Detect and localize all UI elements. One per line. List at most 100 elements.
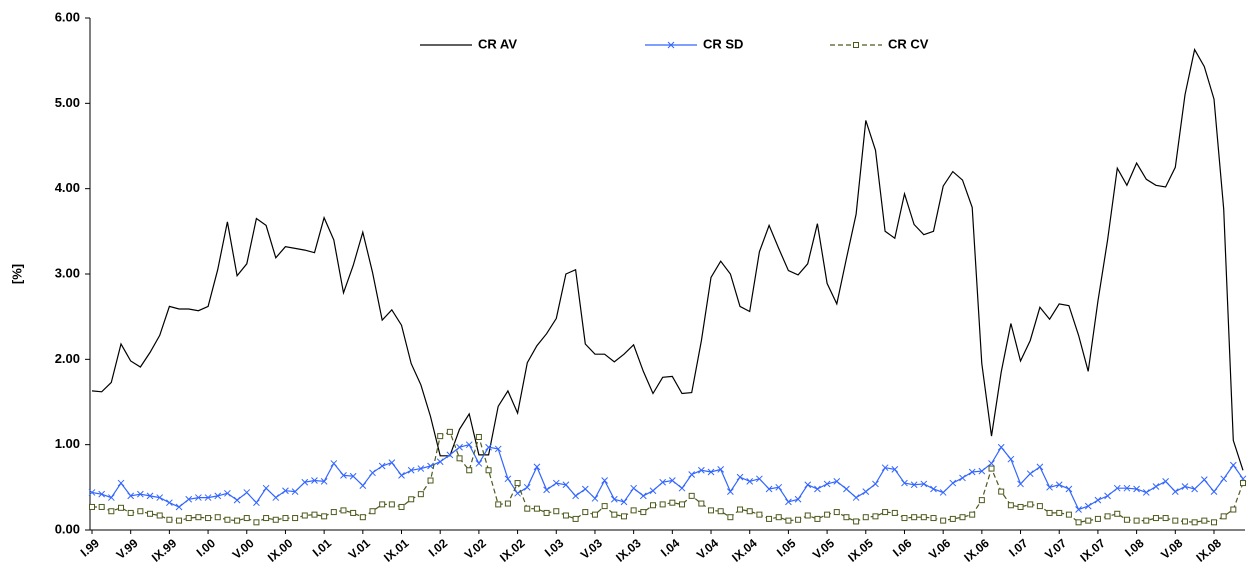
marker bbox=[89, 503, 95, 510]
marker bbox=[398, 472, 405, 479]
marker bbox=[108, 508, 115, 515]
marker bbox=[795, 516, 802, 523]
marker bbox=[920, 514, 927, 521]
marker bbox=[1133, 485, 1140, 493]
marker bbox=[350, 509, 357, 516]
marker bbox=[610, 495, 618, 503]
marker bbox=[891, 509, 898, 516]
marker bbox=[669, 499, 676, 506]
legend-marker bbox=[853, 42, 859, 48]
marker bbox=[146, 492, 154, 500]
marker bbox=[504, 500, 511, 507]
marker bbox=[243, 515, 250, 522]
marker bbox=[591, 495, 599, 502]
x-tick-label: I.04 bbox=[658, 536, 683, 560]
marker bbox=[785, 498, 792, 506]
marker bbox=[988, 465, 995, 472]
y-tick-label: 6.00 bbox=[55, 9, 80, 24]
marker bbox=[891, 466, 899, 473]
marker bbox=[852, 494, 860, 501]
marker bbox=[1027, 501, 1034, 508]
marker bbox=[814, 485, 821, 493]
marker bbox=[862, 488, 870, 495]
x-tick-label: V.00 bbox=[230, 536, 257, 562]
marker bbox=[272, 516, 279, 523]
marker bbox=[901, 479, 908, 487]
marker bbox=[959, 514, 966, 521]
marker bbox=[98, 490, 106, 498]
marker bbox=[756, 511, 763, 518]
marker bbox=[485, 467, 492, 474]
marker bbox=[407, 466, 415, 474]
marker bbox=[911, 514, 918, 521]
marker bbox=[969, 511, 976, 518]
x-tick-label: I.01 bbox=[310, 536, 335, 560]
marker bbox=[1075, 506, 1082, 513]
marker bbox=[959, 474, 966, 482]
marker bbox=[1142, 489, 1150, 496]
marker bbox=[1056, 509, 1063, 516]
marker bbox=[369, 508, 376, 515]
marker bbox=[1094, 496, 1102, 504]
marker bbox=[930, 485, 937, 493]
marker bbox=[1094, 515, 1101, 522]
marker bbox=[910, 481, 918, 489]
marker bbox=[997, 443, 1005, 451]
marker bbox=[949, 479, 957, 487]
marker bbox=[359, 514, 366, 521]
marker bbox=[340, 507, 347, 514]
marker bbox=[485, 443, 492, 451]
marker bbox=[998, 488, 1005, 495]
marker bbox=[940, 517, 947, 524]
x-tick-label: IX.00 bbox=[265, 536, 296, 565]
marker bbox=[756, 475, 763, 483]
marker bbox=[1229, 461, 1237, 469]
marker bbox=[205, 515, 212, 522]
marker bbox=[1172, 517, 1179, 524]
marker bbox=[620, 498, 628, 506]
marker bbox=[166, 516, 173, 523]
marker bbox=[156, 512, 163, 519]
marker bbox=[746, 478, 754, 485]
marker bbox=[717, 508, 724, 515]
marker bbox=[765, 485, 773, 493]
x-tick-label: V.04 bbox=[694, 536, 721, 562]
x-tick-label: I.08 bbox=[1122, 536, 1147, 560]
marker bbox=[639, 492, 647, 500]
marker bbox=[649, 502, 656, 509]
marker bbox=[524, 505, 531, 512]
y-axis-label: [%] bbox=[9, 264, 24, 284]
marker bbox=[1046, 509, 1053, 516]
marker bbox=[1104, 492, 1111, 500]
marker bbox=[398, 503, 405, 510]
marker bbox=[456, 455, 463, 462]
series-line bbox=[91, 47, 1244, 471]
marker bbox=[988, 460, 995, 467]
marker bbox=[185, 495, 193, 503]
marker bbox=[572, 492, 579, 500]
marker bbox=[1143, 517, 1150, 524]
x-tick-label: IX.02 bbox=[497, 536, 528, 565]
x-tick-label: V.99 bbox=[114, 536, 141, 562]
legend-label: CR SD bbox=[703, 36, 743, 51]
x-tick-label: IX.08 bbox=[1193, 536, 1224, 565]
y-tick-label: 2.00 bbox=[55, 351, 80, 366]
marker bbox=[98, 503, 105, 510]
marker bbox=[1200, 476, 1208, 484]
marker bbox=[640, 509, 647, 516]
marker bbox=[378, 462, 386, 470]
marker bbox=[214, 492, 222, 500]
marker bbox=[553, 508, 560, 515]
marker bbox=[176, 517, 183, 524]
marker bbox=[833, 478, 841, 485]
marker bbox=[766, 515, 773, 522]
y-tick-label: 4.00 bbox=[55, 180, 80, 195]
marker bbox=[107, 494, 115, 501]
x-tick-label: V.06 bbox=[926, 536, 953, 562]
x-tick-label: V.07 bbox=[1042, 536, 1069, 562]
marker bbox=[1065, 511, 1072, 518]
marker bbox=[708, 507, 715, 514]
marker bbox=[591, 511, 598, 518]
marker bbox=[156, 494, 164, 501]
